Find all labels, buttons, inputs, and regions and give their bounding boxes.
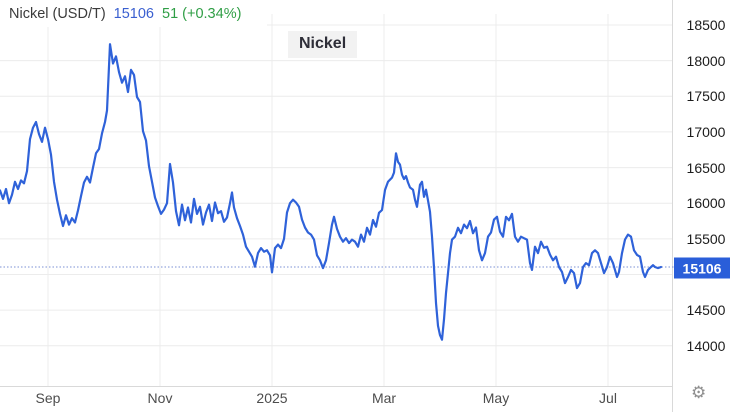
y-axis-label: 17000: [686, 123, 726, 140]
x-axis-label: Nov: [147, 390, 173, 406]
gridlines: [0, 14, 672, 386]
x-axis-label: May: [482, 390, 510, 406]
x-axis-label: Sep: [35, 390, 61, 406]
y-axis-label: 18000: [686, 52, 726, 69]
y-axis-label: 15500: [686, 230, 726, 247]
x-axis: Sep Nov 2025 Mar May Jul: [0, 388, 672, 412]
current-price-badge: 15106: [674, 257, 730, 279]
y-axis-label: 16500: [686, 159, 726, 176]
y-axis-label: 14000: [686, 337, 726, 354]
price-line-series: [0, 43, 663, 341]
y-axis-label: 14500: [686, 302, 726, 319]
instrument-name: Nickel (USD/T): [9, 5, 106, 22]
axis-borders: [0, 0, 673, 412]
price-change: 51 (+0.34%): [162, 6, 241, 22]
y-axis-label: 16000: [686, 195, 726, 212]
change-percent: (+0.34%): [182, 5, 242, 22]
x-axis-label: 2025: [256, 390, 288, 406]
y-axis: 18500 18000 17500 17000 16500 16000 15500 14500…: [673, 0, 733, 412]
x-axis-label: Jul: [599, 390, 617, 406]
chart-title-badge: Nickel: [288, 31, 358, 58]
last-price: 15106: [113, 5, 154, 22]
y-axis-label: 18500: [686, 17, 726, 33]
x-axis-label: Mar: [371, 390, 397, 406]
y-axis-label: 17500: [686, 88, 726, 105]
chart-header: Nickel (USD/T) 15106 51 (+0.34%): [0, 0, 267, 27]
change-value: 51: [162, 5, 179, 22]
settings-gear-icon[interactable]: ⚙: [691, 383, 707, 402]
